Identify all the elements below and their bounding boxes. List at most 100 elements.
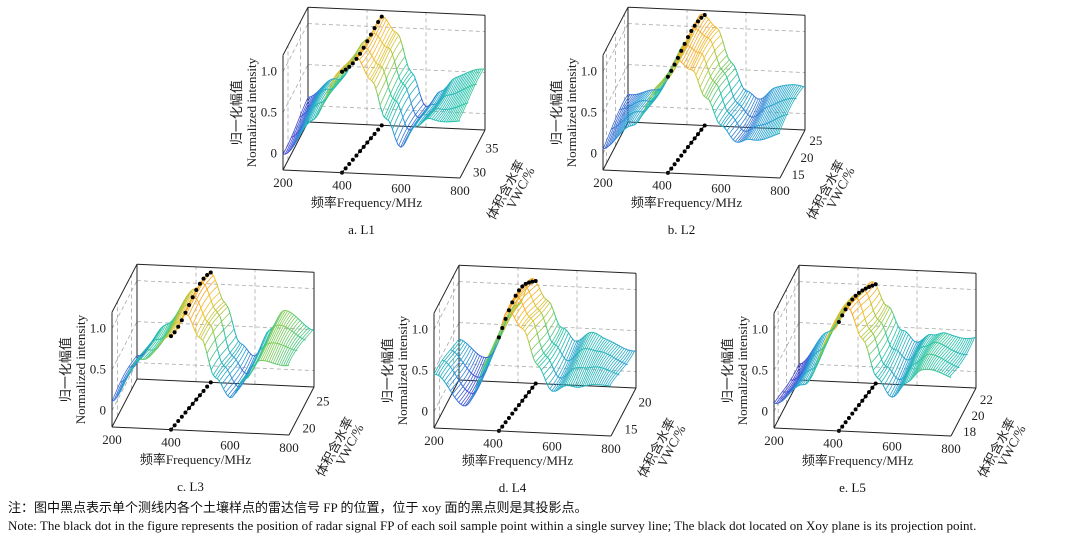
z-gridline xyxy=(627,64,806,73)
surface-mesh-line xyxy=(192,285,218,325)
surface-mesh-line xyxy=(743,92,769,141)
fp-dot xyxy=(860,288,865,293)
surface-profile-line xyxy=(400,109,404,120)
surface-profile-line xyxy=(467,85,471,88)
surface-mesh-line xyxy=(278,324,305,366)
surface-profile-line xyxy=(741,139,745,142)
surface-profile-line xyxy=(296,128,301,134)
surface-mesh-line xyxy=(610,94,637,145)
surface-profile-line xyxy=(524,331,529,341)
surface-profile-line xyxy=(166,322,170,325)
surface-mesh-line xyxy=(720,90,747,126)
surface-mesh-line xyxy=(625,89,652,129)
fp-dot xyxy=(496,335,501,340)
surface-profile-line xyxy=(238,385,242,388)
surface-profile-line xyxy=(243,371,247,375)
surface-profile-line xyxy=(693,71,698,80)
surface-profile-line xyxy=(920,346,924,349)
fp-dot xyxy=(516,288,521,293)
surface-profile-line xyxy=(275,316,280,323)
surface-profile-line xyxy=(940,332,944,334)
surface-profile-line xyxy=(227,307,232,319)
surface-profile-line xyxy=(813,351,818,356)
surface-profile-line xyxy=(245,347,250,353)
surface-profile-line xyxy=(612,341,616,345)
surface-profile-line xyxy=(934,333,938,336)
surface-profile-line xyxy=(657,89,662,96)
surface-mesh-line xyxy=(285,328,311,366)
surface-profile-line xyxy=(858,300,863,310)
surface-profile-line xyxy=(794,385,798,389)
y-axis xyxy=(779,129,806,179)
surface-profile-line xyxy=(144,357,148,361)
surface-mesh-line xyxy=(522,300,549,329)
surface-profile-line xyxy=(438,108,442,110)
surface-mesh-line xyxy=(771,84,798,137)
fp-dot xyxy=(850,297,855,302)
surface-profile-line xyxy=(867,352,872,365)
surface-profile-line xyxy=(707,37,712,42)
surface-mesh-line xyxy=(592,344,619,385)
surface-profile-line xyxy=(752,116,756,118)
surface-profile-line xyxy=(628,112,633,116)
surface-profile-line xyxy=(864,343,869,353)
surface-profile-line xyxy=(782,397,787,401)
surface-profile-line xyxy=(391,128,396,138)
surface-mesh-line xyxy=(534,326,561,363)
z-gridline xyxy=(111,362,138,411)
surface-mesh-line xyxy=(121,349,148,388)
surface-profile-line xyxy=(452,77,456,80)
surface-profile-line xyxy=(770,134,775,138)
surface-mesh-line xyxy=(767,84,794,138)
surface-profile-line xyxy=(847,307,852,311)
surface-profile-line xyxy=(397,144,402,148)
surface-profile-line xyxy=(166,328,171,334)
surface-profile-line xyxy=(559,325,563,329)
surface-mesh-line xyxy=(866,310,893,348)
surface-profile-line xyxy=(160,336,165,340)
surface-profile-line xyxy=(616,373,620,376)
x-tick-label: 200 xyxy=(764,433,784,448)
surface-profile-line xyxy=(493,344,498,351)
surface-mesh-line xyxy=(286,95,313,154)
surface-profile-line xyxy=(932,354,936,356)
surface-profile-line xyxy=(430,118,434,121)
surface-profile-line xyxy=(716,27,720,32)
surface-mesh-line xyxy=(212,341,239,376)
surface-mesh-line xyxy=(605,350,631,386)
surface-mesh-line xyxy=(940,338,967,374)
surface-profile-line xyxy=(456,376,461,383)
surface-mesh-line xyxy=(445,70,472,123)
surface-profile-line xyxy=(511,305,516,309)
surface-profile-line xyxy=(269,326,274,331)
surface-mesh-line xyxy=(437,74,464,122)
surface-mesh-line xyxy=(856,298,882,328)
surface-profile-line xyxy=(958,336,962,339)
surface-profile-line xyxy=(919,338,924,342)
z-axis-label-cn: 归一化幅值 xyxy=(549,80,564,145)
surface-mesh-line xyxy=(724,92,751,129)
surface-profile-line xyxy=(889,307,894,315)
surface-profile-line xyxy=(325,80,329,84)
surface-profile-line xyxy=(320,101,324,104)
surface-mesh-line xyxy=(210,336,237,371)
fp-dot xyxy=(863,286,868,291)
surface-profile-line xyxy=(316,89,321,93)
surface-profile-line xyxy=(635,120,639,125)
surface-mesh-line xyxy=(541,329,567,371)
surface-profile-line xyxy=(645,90,649,92)
surface-profile-line xyxy=(953,364,957,368)
surface-profile-line xyxy=(263,340,268,347)
surface-profile-line xyxy=(711,78,715,83)
surface-profile-line xyxy=(410,71,415,77)
surface-profile-line xyxy=(926,353,930,356)
surface-profile-line xyxy=(881,297,885,305)
surface-profile-line xyxy=(797,384,801,387)
surface-profile-line xyxy=(314,96,318,101)
surface-profile-line xyxy=(615,358,620,362)
surface-profile-line xyxy=(571,367,576,371)
surface-profile-line xyxy=(536,331,541,343)
surface-profile-line xyxy=(908,365,913,370)
surface-profile-line xyxy=(449,93,454,96)
surface-profile-line xyxy=(778,85,782,88)
